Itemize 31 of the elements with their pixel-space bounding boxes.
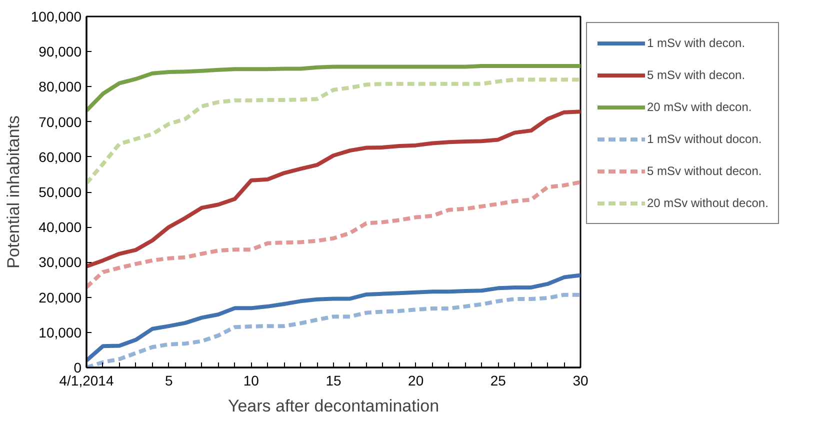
y-tick-label: 30,000 (38, 254, 82, 270)
line-series (86, 64, 580, 113)
legend-label: 1 mSv with decon. (647, 36, 746, 50)
y-tick-label: 10,000 (38, 324, 82, 340)
x-tick-label: 25 (490, 372, 506, 388)
y-tick-label: 0 (74, 360, 82, 376)
y-tick-label: 70,000 (38, 114, 82, 130)
y-tick-label: 90,000 (38, 44, 82, 60)
y-axis-title: Potential inhabitants (4, 115, 23, 269)
legend-label: 20 mSv with decon. (647, 100, 752, 114)
x-tick-label: 5 (164, 372, 173, 388)
line-series (86, 273, 580, 362)
y-tick-label: 40,000 (38, 219, 82, 236)
x-tick-label: 4/1,2014 (59, 372, 114, 388)
legend-label: 20 mSv without decon. (647, 196, 768, 210)
x-tick-label: 20 (408, 372, 424, 388)
legend-label: 1 mSv without docon. (647, 132, 762, 146)
y-tick-label: 20,000 (38, 289, 82, 306)
legend-label: 5 mSv without decon. (647, 164, 762, 178)
y-tick-label: 50,000 (38, 184, 82, 200)
y-tick-label: 80,000 (38, 78, 82, 95)
x-tick-label: 10 (243, 372, 260, 388)
x-tick-label: 15 (326, 372, 342, 388)
x-axis-title: Years after decontamination (228, 396, 440, 416)
y-tick-label: 100,000 (30, 8, 82, 24)
line-series (86, 110, 580, 268)
line-series (86, 180, 580, 290)
legend-label: 5 mSv with decon. (647, 68, 746, 82)
line-series (86, 78, 580, 186)
x-tick-label: 30 (572, 372, 588, 388)
y-tick-label: 60,000 (38, 148, 82, 165)
